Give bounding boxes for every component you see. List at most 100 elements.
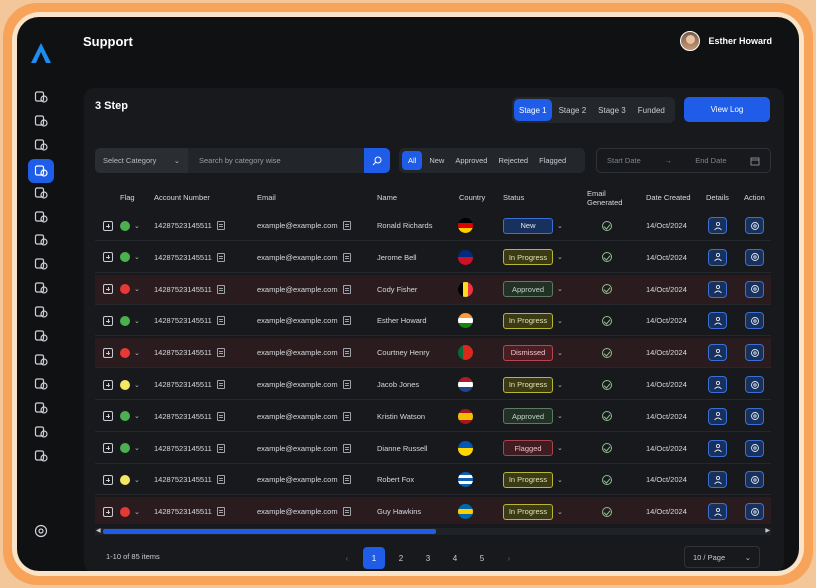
page-button-1[interactable]: 1	[363, 547, 385, 569]
sidebar-item-org[interactable]	[29, 278, 53, 298]
copy-icon[interactable]	[216, 507, 225, 517]
copy-icon[interactable]	[342, 411, 351, 421]
stage-tab-3[interactable]: Stage 3	[598, 105, 626, 115]
page-button-2[interactable]: 2	[398, 553, 404, 563]
action-button[interactable]	[745, 280, 764, 298]
table-row[interactable]: ⌄ 14287523145511 example@example.com Dianne…	[95, 434, 771, 464]
table-row[interactable]: ⌄ 14287523145511 example@example.com Ronald…	[95, 211, 771, 241]
status-select[interactable]: Dismissed ⌄	[503, 344, 563, 361]
copy-icon[interactable]	[342, 221, 351, 230]
expand-row-button[interactable]	[103, 411, 113, 422]
table-row[interactable]: ⌄ 14287523145511 example@example.com Jacob …	[95, 370, 771, 400]
expand-row-button[interactable]	[103, 379, 113, 390]
copy-icon[interactable]	[216, 221, 225, 230]
sidebar-item-chart-box[interactable]	[29, 350, 53, 370]
expand-row-button[interactable]	[103, 474, 113, 485]
action-button[interactable]	[745, 344, 764, 362]
expand-row-button[interactable]	[103, 506, 113, 517]
expand-row-button[interactable]	[103, 315, 113, 326]
date-range-picker[interactable]: Start Date → End Date	[596, 148, 771, 173]
flag-select[interactable]: ⌄	[120, 252, 140, 263]
details-button[interactable]	[708, 439, 727, 457]
copy-icon[interactable]	[342, 284, 351, 294]
copy-icon[interactable]	[216, 284, 225, 294]
sidebar-item-megaphone[interactable]	[29, 135, 53, 155]
start-date-field[interactable]: Start Date	[607, 156, 641, 165]
table-row[interactable]: ⌄ 14287523145511 example@example.com Cody F…	[95, 274, 771, 305]
copy-icon[interactable]	[342, 252, 351, 262]
category-select[interactable]: Select Category ⌄	[95, 148, 188, 173]
end-date-field[interactable]: End Date	[695, 156, 727, 165]
table-row[interactable]: ⌄ 14287523145511 example@example.com Jerome…	[95, 243, 771, 273]
copy-icon[interactable]	[342, 380, 351, 389]
expand-row-button[interactable]	[103, 252, 113, 263]
action-button[interactable]	[745, 471, 764, 489]
next-page-button[interactable]: ›	[507, 553, 511, 563]
sidebar-item-settings-list[interactable]	[29, 326, 53, 346]
brand-logo[interactable]	[29, 41, 53, 65]
details-button[interactable]	[708, 248, 727, 266]
flag-select[interactable]: ⌄	[120, 315, 140, 326]
action-button[interactable]	[745, 217, 764, 234]
status-select[interactable]: In Progress ⌄	[503, 249, 563, 266]
expand-row-button[interactable]	[103, 220, 113, 231]
view-log-button[interactable]: View Log	[684, 97, 770, 122]
search-button[interactable]	[364, 148, 390, 173]
scroll-left-icon[interactable]: ◀	[96, 528, 101, 534]
sidebar-item-users[interactable]	[29, 207, 53, 227]
action-button[interactable]	[745, 248, 764, 266]
page-button-4[interactable]: 4	[452, 553, 458, 563]
filter-chip-flagged[interactable]: Flagged	[539, 156, 567, 165]
sidebar-item-chart-up[interactable]	[29, 398, 53, 418]
sidebar-item-folder[interactable]	[29, 302, 53, 322]
sidebar-item-id-card[interactable]	[29, 422, 53, 442]
flag-select[interactable]: ⌄	[120, 506, 140, 517]
copy-icon[interactable]	[216, 380, 225, 389]
table-row[interactable]: ⌄ 14287523145511 example@example.com Courtn…	[95, 338, 771, 369]
horizontal-scrollbar[interactable]: ◀ ▶	[95, 528, 771, 535]
sidebar-item-badge[interactable]	[29, 111, 53, 131]
stage-tab-1[interactable]: Stage 1	[514, 99, 552, 121]
sidebar-item-wallet[interactable]	[29, 183, 53, 203]
flag-select[interactable]: ⌄	[120, 474, 140, 485]
sidebar-item-stats[interactable]	[29, 446, 53, 466]
table-row[interactable]: ⌄ 14287523145511 example@example.com Robert…	[95, 465, 771, 496]
details-button[interactable]	[708, 217, 727, 234]
scrollbar-thumb[interactable]	[103, 529, 436, 534]
action-button[interactable]	[745, 312, 764, 330]
copy-icon[interactable]	[216, 443, 225, 453]
expand-row-button[interactable]	[103, 443, 113, 454]
flag-select[interactable]: ⌄	[120, 411, 140, 422]
sidebar-item-settings[interactable]	[29, 521, 53, 541]
filter-chip-all[interactable]: All	[402, 151, 423, 170]
page-button-3[interactable]: 3	[425, 553, 431, 563]
copy-icon[interactable]	[342, 443, 351, 453]
sidebar-item-list[interactable]	[29, 374, 53, 394]
expand-row-button[interactable]	[103, 347, 113, 358]
search-input[interactable]: Search by category wise	[188, 148, 364, 173]
status-select[interactable]: In Progress ⌄	[503, 376, 563, 393]
status-select[interactable]: Approved ⌄	[503, 408, 563, 425]
status-select[interactable]: In Progress ⌄	[503, 503, 563, 520]
table-row[interactable]: ⌄ 14287523145511 example@example.com Kristi…	[95, 402, 771, 432]
page-button-5[interactable]: 5	[479, 553, 485, 563]
user-menu[interactable]: Esther Howard	[680, 31, 772, 51]
status-select[interactable]: New ⌄	[503, 217, 563, 234]
status-select[interactable]: Flagged ⌄	[503, 440, 563, 457]
details-button[interactable]	[708, 503, 727, 521]
filter-chip-approved[interactable]: Approved	[455, 156, 488, 165]
details-button[interactable]	[708, 471, 727, 489]
copy-icon[interactable]	[216, 348, 225, 358]
details-button[interactable]	[708, 344, 727, 362]
flag-select[interactable]: ⌄	[120, 284, 140, 295]
copy-icon[interactable]	[342, 348, 351, 358]
action-button[interactable]	[745, 376, 764, 393]
status-select[interactable]: Approved ⌄	[503, 281, 563, 298]
calendar-icon[interactable]	[750, 156, 760, 166]
sidebar-item-network[interactable]	[29, 230, 53, 250]
expand-row-button[interactable]	[103, 284, 113, 295]
copy-icon[interactable]	[216, 252, 225, 262]
stage-tab-4[interactable]: Funded	[637, 105, 665, 115]
status-select[interactable]: In Progress ⌄	[503, 471, 563, 488]
filter-chip-new[interactable]: New	[429, 156, 445, 165]
